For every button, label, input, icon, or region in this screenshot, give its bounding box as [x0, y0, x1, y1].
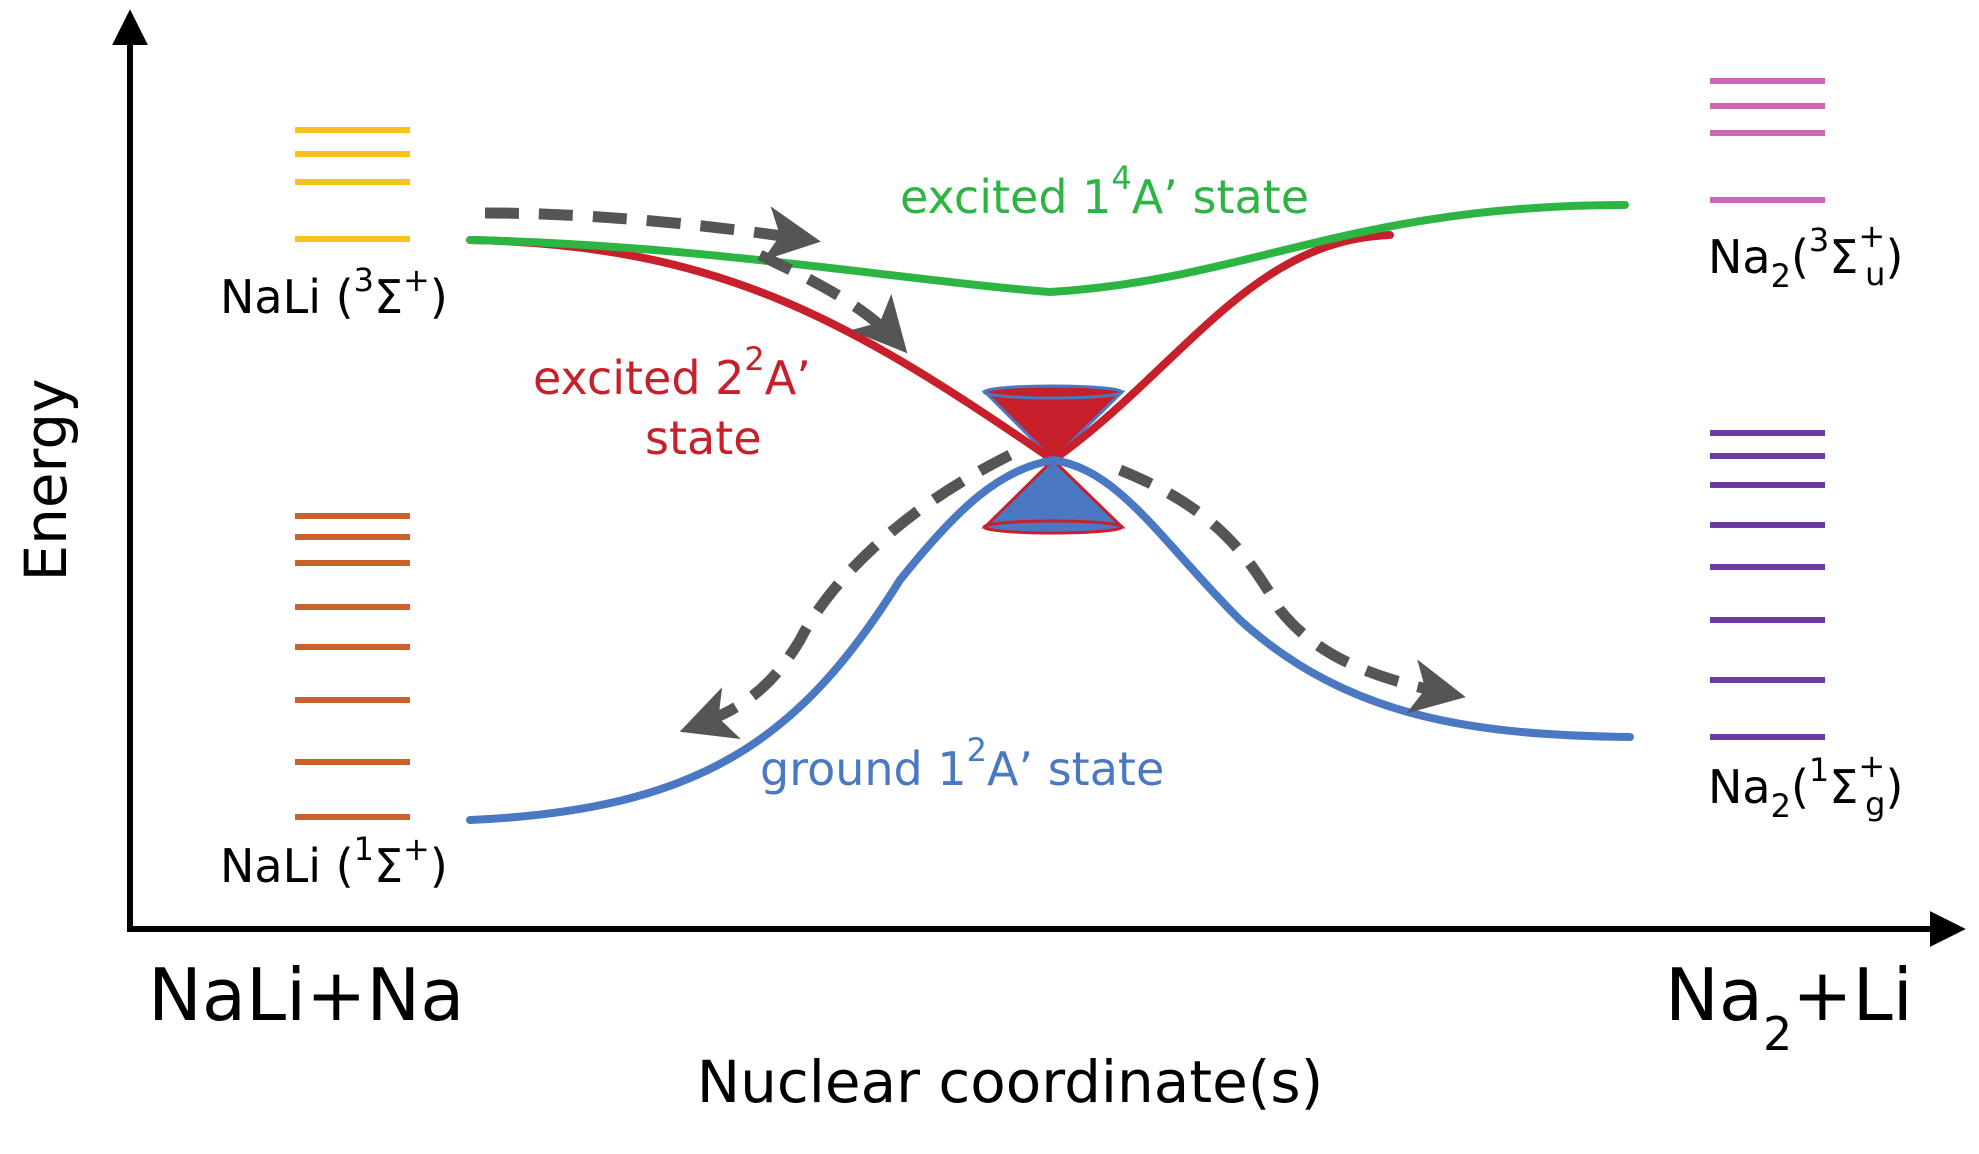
right-endpoint-label: Na2+Li: [1665, 953, 1913, 1061]
excited-doublet-curve: [466, 231, 1394, 465]
nali-triplet-levels: [295, 127, 410, 242]
ground-state-label: ground 12A’ state: [760, 731, 1164, 796]
na2-singlet-levels: [1710, 430, 1825, 740]
lower-cone: [981, 457, 1126, 529]
na2-triplet-label: Na2(3Σ+ u): [1708, 217, 1903, 295]
y-axis-label: Energy: [12, 378, 80, 581]
ground-state-curve: [466, 455, 1634, 824]
x-axis-label: Nuclear coordinate(s): [697, 1048, 1323, 1116]
trajectory-arrow: [679, 450, 1013, 739]
trajectory-arrow: [1117, 464, 1466, 714]
excited-quartet-label: excited 14A’ state: [900, 159, 1309, 224]
left-endpoint-label: NaLi+Na: [148, 953, 464, 1037]
upper-cone-rim: [982, 384, 1124, 400]
nali-singlet-label: NaLi (1Σ+): [220, 830, 448, 893]
trajectory-arrow: [757, 250, 908, 354]
lower-cone-rim: [982, 519, 1124, 535]
excited-doublet-label: excited 22A’: [533, 340, 811, 405]
nali-singlet-levels: [295, 513, 410, 820]
nali-triplet-label: NaLi (3Σ+): [220, 261, 448, 324]
na2-singlet-label: Na2(1Σ+ g): [1708, 747, 1903, 825]
trajectory-arrow: [484, 206, 821, 261]
axes: [112, 9, 1966, 947]
na2-triplet-levels: [1710, 78, 1825, 203]
excited-doublet-label-line2: state: [645, 411, 762, 465]
excited-quartet-curve: [466, 201, 1629, 297]
trajectory-arrows: [484, 206, 1466, 739]
conical-intersection: [981, 384, 1126, 535]
